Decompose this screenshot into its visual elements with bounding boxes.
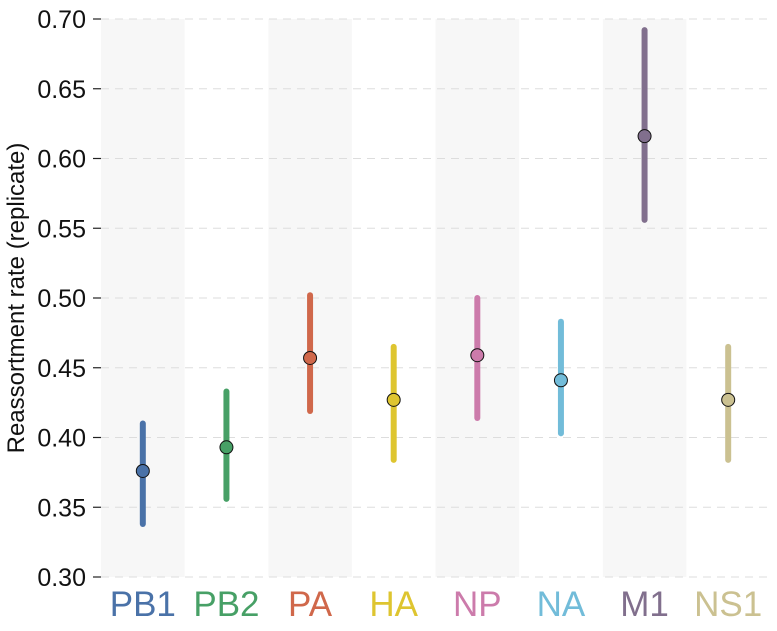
x-category-label-ns1: NS1	[694, 585, 762, 624]
y-tick-label: 0.60	[37, 146, 86, 174]
y-tick-label: 0.70	[37, 6, 86, 34]
y-tick-label: 0.55	[37, 215, 86, 243]
x-category-label-np: NP	[453, 585, 502, 624]
y-tick-label: 0.45	[37, 355, 86, 383]
y-tick-label: 0.65	[37, 76, 86, 104]
y-tick-label: 0.30	[37, 564, 86, 592]
x-axis-category-labels: PB1 PB2 PA HA NP NA M1 NS1	[110, 585, 763, 624]
y-axis-ticks: 0.30 0.35 0.40 0.45 0.50 0.55 0.60 0.65 0.70	[37, 6, 101, 592]
y-tick-label: 0.35	[37, 494, 86, 522]
x-category-label-m1: M1	[620, 585, 669, 624]
point-pa	[303, 350, 318, 365]
point-m1	[637, 129, 652, 144]
point-np	[470, 348, 485, 363]
y-axis-title: Reassortment rate (replicate)	[3, 143, 30, 454]
y-tick-label: 0.40	[37, 425, 86, 453]
x-category-label-pa: PA	[288, 585, 333, 624]
x-category-label-pb1: PB1	[110, 585, 176, 624]
data-marks	[135, 27, 736, 527]
x-category-label-na: NA	[537, 585, 586, 624]
x-category-label-ha: HA	[369, 585, 418, 624]
y-tick-label: 0.50	[37, 285, 86, 313]
point-pb2	[219, 440, 234, 455]
point-na	[553, 373, 568, 388]
point-pb1	[135, 463, 150, 478]
point-ha	[386, 392, 401, 407]
point-ns1	[721, 392, 736, 407]
x-category-label-pb2: PB2	[193, 585, 259, 624]
